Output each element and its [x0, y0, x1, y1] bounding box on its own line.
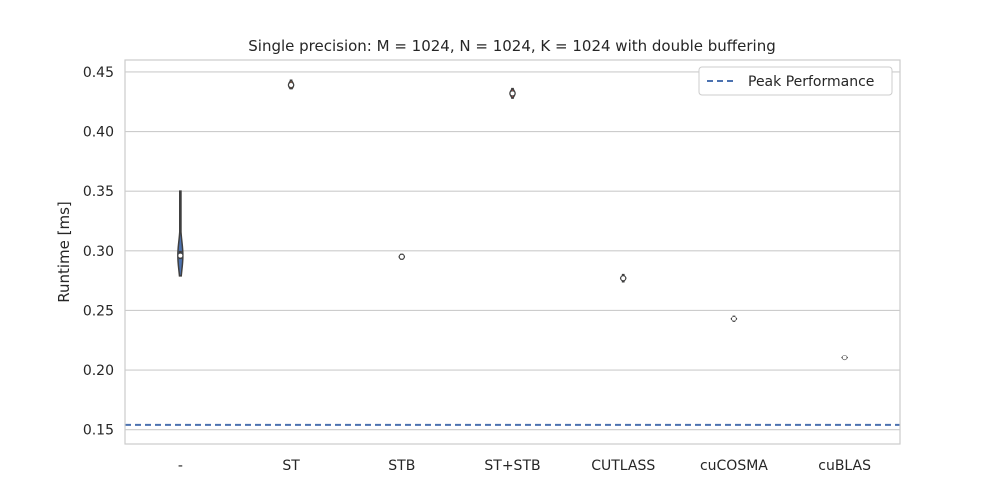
y-tick-label: 0.20	[83, 363, 114, 379]
y-tick-label: 0.40	[83, 125, 114, 141]
violin-median-dot	[731, 316, 737, 322]
x-tick-label: CUTLASS	[591, 458, 655, 474]
x-tick-label: cuBLAS	[818, 458, 871, 474]
y-axis-label: Runtime [ms]	[55, 201, 73, 303]
y-tick-label: 0.30	[83, 244, 114, 260]
violin-median-dot	[288, 82, 294, 88]
legend: Peak Performance	[698, 66, 893, 96]
legend-box	[698, 66, 893, 96]
violin-median-dot	[842, 354, 848, 361]
x-tick-label: cuCOSMA	[700, 458, 768, 474]
plot-frame	[124, 59, 901, 445]
grid	[125, 71, 900, 431]
y-tick-label: 0.35	[83, 184, 114, 200]
x-tick-labels: - ST STB ST+STB CUTLASS cuCOSMA cuBLAS	[178, 458, 871, 474]
x-tick-label: ST+STB	[484, 458, 540, 474]
x-tick-label: ST	[282, 458, 300, 474]
y-tick-label: 0.25	[83, 303, 114, 319]
violin-median-dot	[177, 252, 183, 259]
x-tick-label: STB	[388, 458, 415, 474]
x-tick-label: -	[178, 458, 183, 474]
violin-median-dot	[620, 275, 626, 281]
violins	[177, 79, 848, 361]
y-tick-label: 0.15	[83, 423, 114, 439]
violin-median-dot	[509, 90, 516, 96]
chart-title: Single precision: M = 1024, N = 1024, K …	[248, 37, 775, 55]
violin--	[177, 190, 184, 277]
y-tick-labels: 0.15 0.20 0.25 0.30 0.35 0.40 0.45	[83, 65, 114, 439]
legend-label: Peak Performance	[748, 74, 874, 90]
y-tick-label: 0.45	[83, 65, 114, 81]
violin-median-dot	[399, 254, 405, 260]
